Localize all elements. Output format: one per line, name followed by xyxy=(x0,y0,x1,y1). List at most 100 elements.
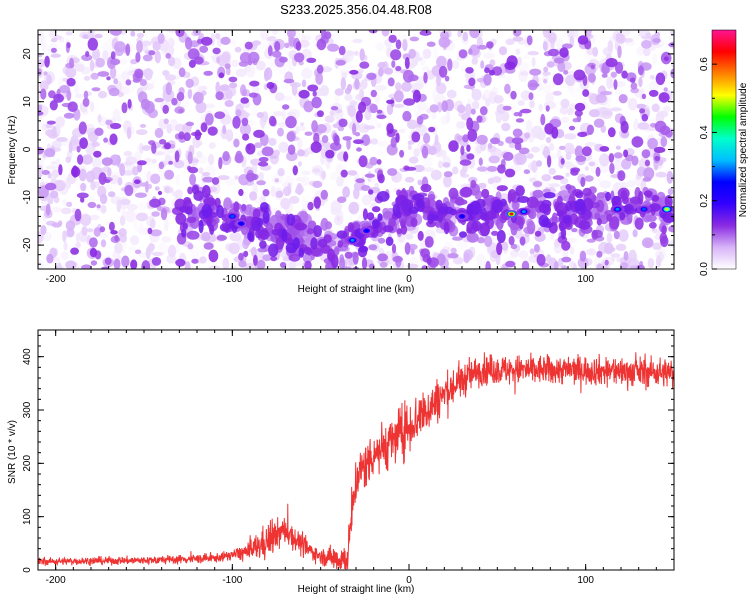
heatmap-cell xyxy=(184,37,193,50)
heatmap-cell xyxy=(340,169,348,178)
heatmap-cell xyxy=(106,76,111,81)
heatmap-cell xyxy=(443,221,450,235)
heatmap-cell xyxy=(376,109,383,114)
heatmap-cell xyxy=(601,111,613,116)
heatmap-cell xyxy=(565,151,572,161)
heatmap-cell xyxy=(429,104,439,113)
heatmap-cell xyxy=(127,98,132,109)
heatmap-cell xyxy=(627,97,638,111)
heatmap-cell xyxy=(434,134,439,146)
heatmap-cell xyxy=(134,68,144,79)
heatmap-cell xyxy=(465,67,474,74)
heatmap-cell xyxy=(164,169,175,180)
heatmap-cell xyxy=(66,77,76,87)
heatmap-cell xyxy=(245,172,257,182)
heatmap-cell xyxy=(497,164,506,174)
heatmap-cell xyxy=(298,247,305,258)
heatmap-cell xyxy=(356,147,362,152)
heatmap-cell xyxy=(352,251,359,265)
heatmap-cell xyxy=(610,71,617,78)
heatmap-cell xyxy=(599,153,610,167)
heatmap-cell xyxy=(153,151,165,156)
heatmap-cell xyxy=(617,170,626,182)
heatmap-cell xyxy=(504,61,516,70)
heatmap-cell xyxy=(301,170,311,176)
heatmap-cell xyxy=(268,115,277,127)
heatmap-cell xyxy=(282,104,290,110)
heatmap-cell xyxy=(174,189,183,200)
heatmap-cell xyxy=(111,209,116,214)
colorbar-tick-label: 0.2 xyxy=(699,193,710,207)
heatmap-cell xyxy=(420,248,430,258)
heatmap-cell xyxy=(637,65,644,76)
heatmap-cell xyxy=(233,138,240,148)
heatmap-cell xyxy=(385,236,394,246)
heatmap-cell xyxy=(121,255,130,268)
heatmap-cell xyxy=(218,72,225,78)
heatmap-cell xyxy=(479,106,488,116)
heatmap-cell xyxy=(569,246,575,255)
heatmap-cell xyxy=(568,125,576,131)
heatmap-cell xyxy=(85,51,90,57)
heatmap-cell xyxy=(632,229,638,238)
heatmap-cell xyxy=(426,257,432,265)
heatmap-cell xyxy=(370,89,377,98)
heatmap-cell xyxy=(485,260,491,269)
heatmap-cell xyxy=(69,254,76,259)
heatmap-cell xyxy=(207,126,218,136)
heatmap-cell xyxy=(141,260,151,269)
heatmap-cell xyxy=(575,155,587,162)
heatmap-cell xyxy=(301,67,313,80)
heatmap-cell xyxy=(621,70,628,79)
heatmap-cell xyxy=(78,121,87,135)
heatmap-cell xyxy=(78,168,87,182)
heatmap-cell xyxy=(38,68,42,76)
heatmap-cell xyxy=(543,66,549,73)
heatmap-cell xyxy=(108,221,115,232)
heatmap-cell xyxy=(98,172,107,185)
heatmap-cell xyxy=(582,89,590,97)
spectrogram-ylabel: Frequency (Hz) xyxy=(7,116,18,185)
heatmap-cell xyxy=(201,231,211,242)
heatmap-cell xyxy=(131,137,137,146)
heatmap-cell xyxy=(154,50,161,64)
heatmap-cell xyxy=(348,201,360,215)
heatmap-cell xyxy=(395,39,402,50)
heatmap-cell xyxy=(282,84,288,90)
heatmap-cell xyxy=(476,253,486,266)
heatmap-cell xyxy=(193,91,204,104)
heatmap-cell xyxy=(452,236,463,241)
heatmap-cell xyxy=(643,190,653,198)
heatmap-cell xyxy=(312,168,321,174)
heatmap-cell xyxy=(46,74,52,85)
heatmap-cell xyxy=(162,70,170,76)
heatmap-cell xyxy=(89,214,100,221)
heatmap-cell xyxy=(529,100,535,109)
heatmap-cell xyxy=(198,219,204,234)
heatmap-cell xyxy=(175,242,181,255)
heatmap-cell xyxy=(504,168,516,178)
heatmap-cell xyxy=(141,145,152,151)
heatmap-cell xyxy=(239,123,251,136)
heatmap-cell xyxy=(94,127,104,136)
heatmap-cell xyxy=(574,238,585,247)
heatmap-cell xyxy=(525,120,533,133)
heatmap-cell xyxy=(334,88,344,96)
heatmap-cell xyxy=(641,93,647,100)
heatmap-cell xyxy=(416,115,424,125)
heatmap-cell xyxy=(456,121,466,129)
heatmap-cell xyxy=(574,110,583,117)
heatmap-cell xyxy=(455,196,465,206)
heatmap-cell xyxy=(554,260,559,269)
heatmap-cell xyxy=(478,182,487,189)
heatmap-cell xyxy=(147,227,153,235)
heatmap-cell xyxy=(136,202,148,211)
heatmap-cell xyxy=(558,190,571,197)
heatmap-cell xyxy=(377,173,385,184)
heatmap-cell xyxy=(624,241,637,248)
heatmap-cell xyxy=(566,237,577,244)
heatmap-cell xyxy=(219,84,230,92)
heatmap-cell xyxy=(103,137,108,143)
heatmap-hotspot xyxy=(350,238,355,242)
heatmap-cell xyxy=(65,156,72,163)
